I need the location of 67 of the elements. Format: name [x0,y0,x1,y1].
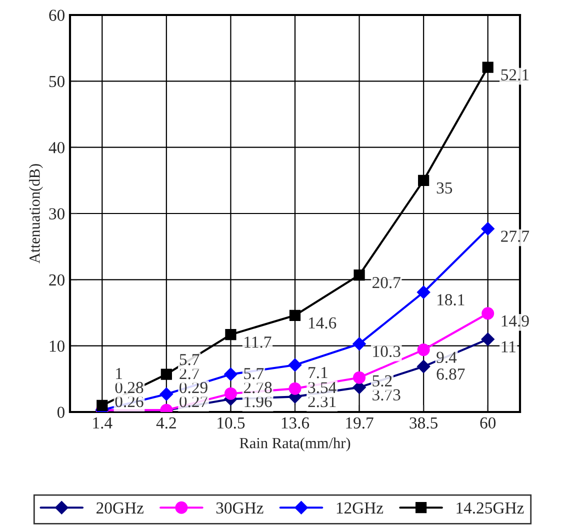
data-label: 20.7 [372,276,400,288]
data-label: 0.26 [115,396,144,408]
point [288,382,302,395]
data-label: 3.73 [372,389,400,401]
data-label: 7.1 [308,367,328,378]
data-label: 5.7 [244,368,264,380]
point [224,368,238,381]
data-label: 14.9 [502,315,529,327]
point [418,174,430,186]
x-tick-label: 10.5 [218,417,245,429]
point [96,400,108,411]
y-tick-label: 50 [49,76,65,88]
legend-label: 12GHz [336,502,384,514]
y-tick-label: 40 [48,142,65,154]
data-label: 52.1 [501,69,529,81]
x-axis-title: Rain Rata(mm/hr) [240,438,350,452]
point [353,371,366,384]
point [225,329,236,340]
data-label: 35 [436,182,452,194]
x-tick-label: 4.2 [156,417,176,429]
x-tick-label: 1.4 [93,417,112,429]
x-tick-label: 13.6 [282,417,310,429]
legend-label: 30GHz [216,502,264,514]
data-label: 1.96 [244,396,272,408]
x-tick-label: 19.7 [346,417,374,429]
data-label: 14.6 [308,317,336,329]
point [289,310,301,321]
data-label: 2.78 [244,382,272,394]
point [416,360,430,374]
legend-label: 14.25GHz [456,502,524,514]
data-label: 2.31 [308,396,336,408]
y-tick-label: 60 [49,10,65,21]
y-tick-label: 10 [50,340,65,352]
data-label: 27.7 [501,230,530,242]
data-label: 0.28 [115,382,144,394]
point [417,344,430,356]
legend-label: 20GHz [96,502,144,514]
point [481,222,494,236]
point [224,387,237,400]
x-tick-label: 60 [480,417,496,429]
data-label: 10.3 [373,346,400,358]
x-tick-label: 38.5 [410,417,438,429]
data-label: 2.7 [180,368,200,380]
point [481,332,494,346]
point [288,358,302,372]
y-axis-title: Attenuation(dB) [29,164,43,264]
y-tick-label: 30 [49,208,65,220]
data-label: 5.7 [180,354,200,366]
data-label: 6.87 [436,368,465,380]
point [354,269,365,281]
data-label: 11 [502,341,516,352]
point [482,307,494,320]
point [160,368,172,380]
point [482,62,494,73]
data-label: 0.27 [180,396,208,408]
data-label: 9.4 [436,352,457,364]
point [352,337,366,350]
data-label: 0.29 [180,382,208,394]
data-label: 18.1 [438,294,464,306]
point [160,388,174,401]
data-label: 3.54 [308,382,336,394]
data-label: 1 [116,368,122,380]
point [416,286,430,299]
data-label: 5.2 [372,375,392,387]
data-label: 11.7 [244,336,272,348]
y-tick-label: 0 [57,406,65,418]
y-tick-label: 20 [49,274,65,286]
